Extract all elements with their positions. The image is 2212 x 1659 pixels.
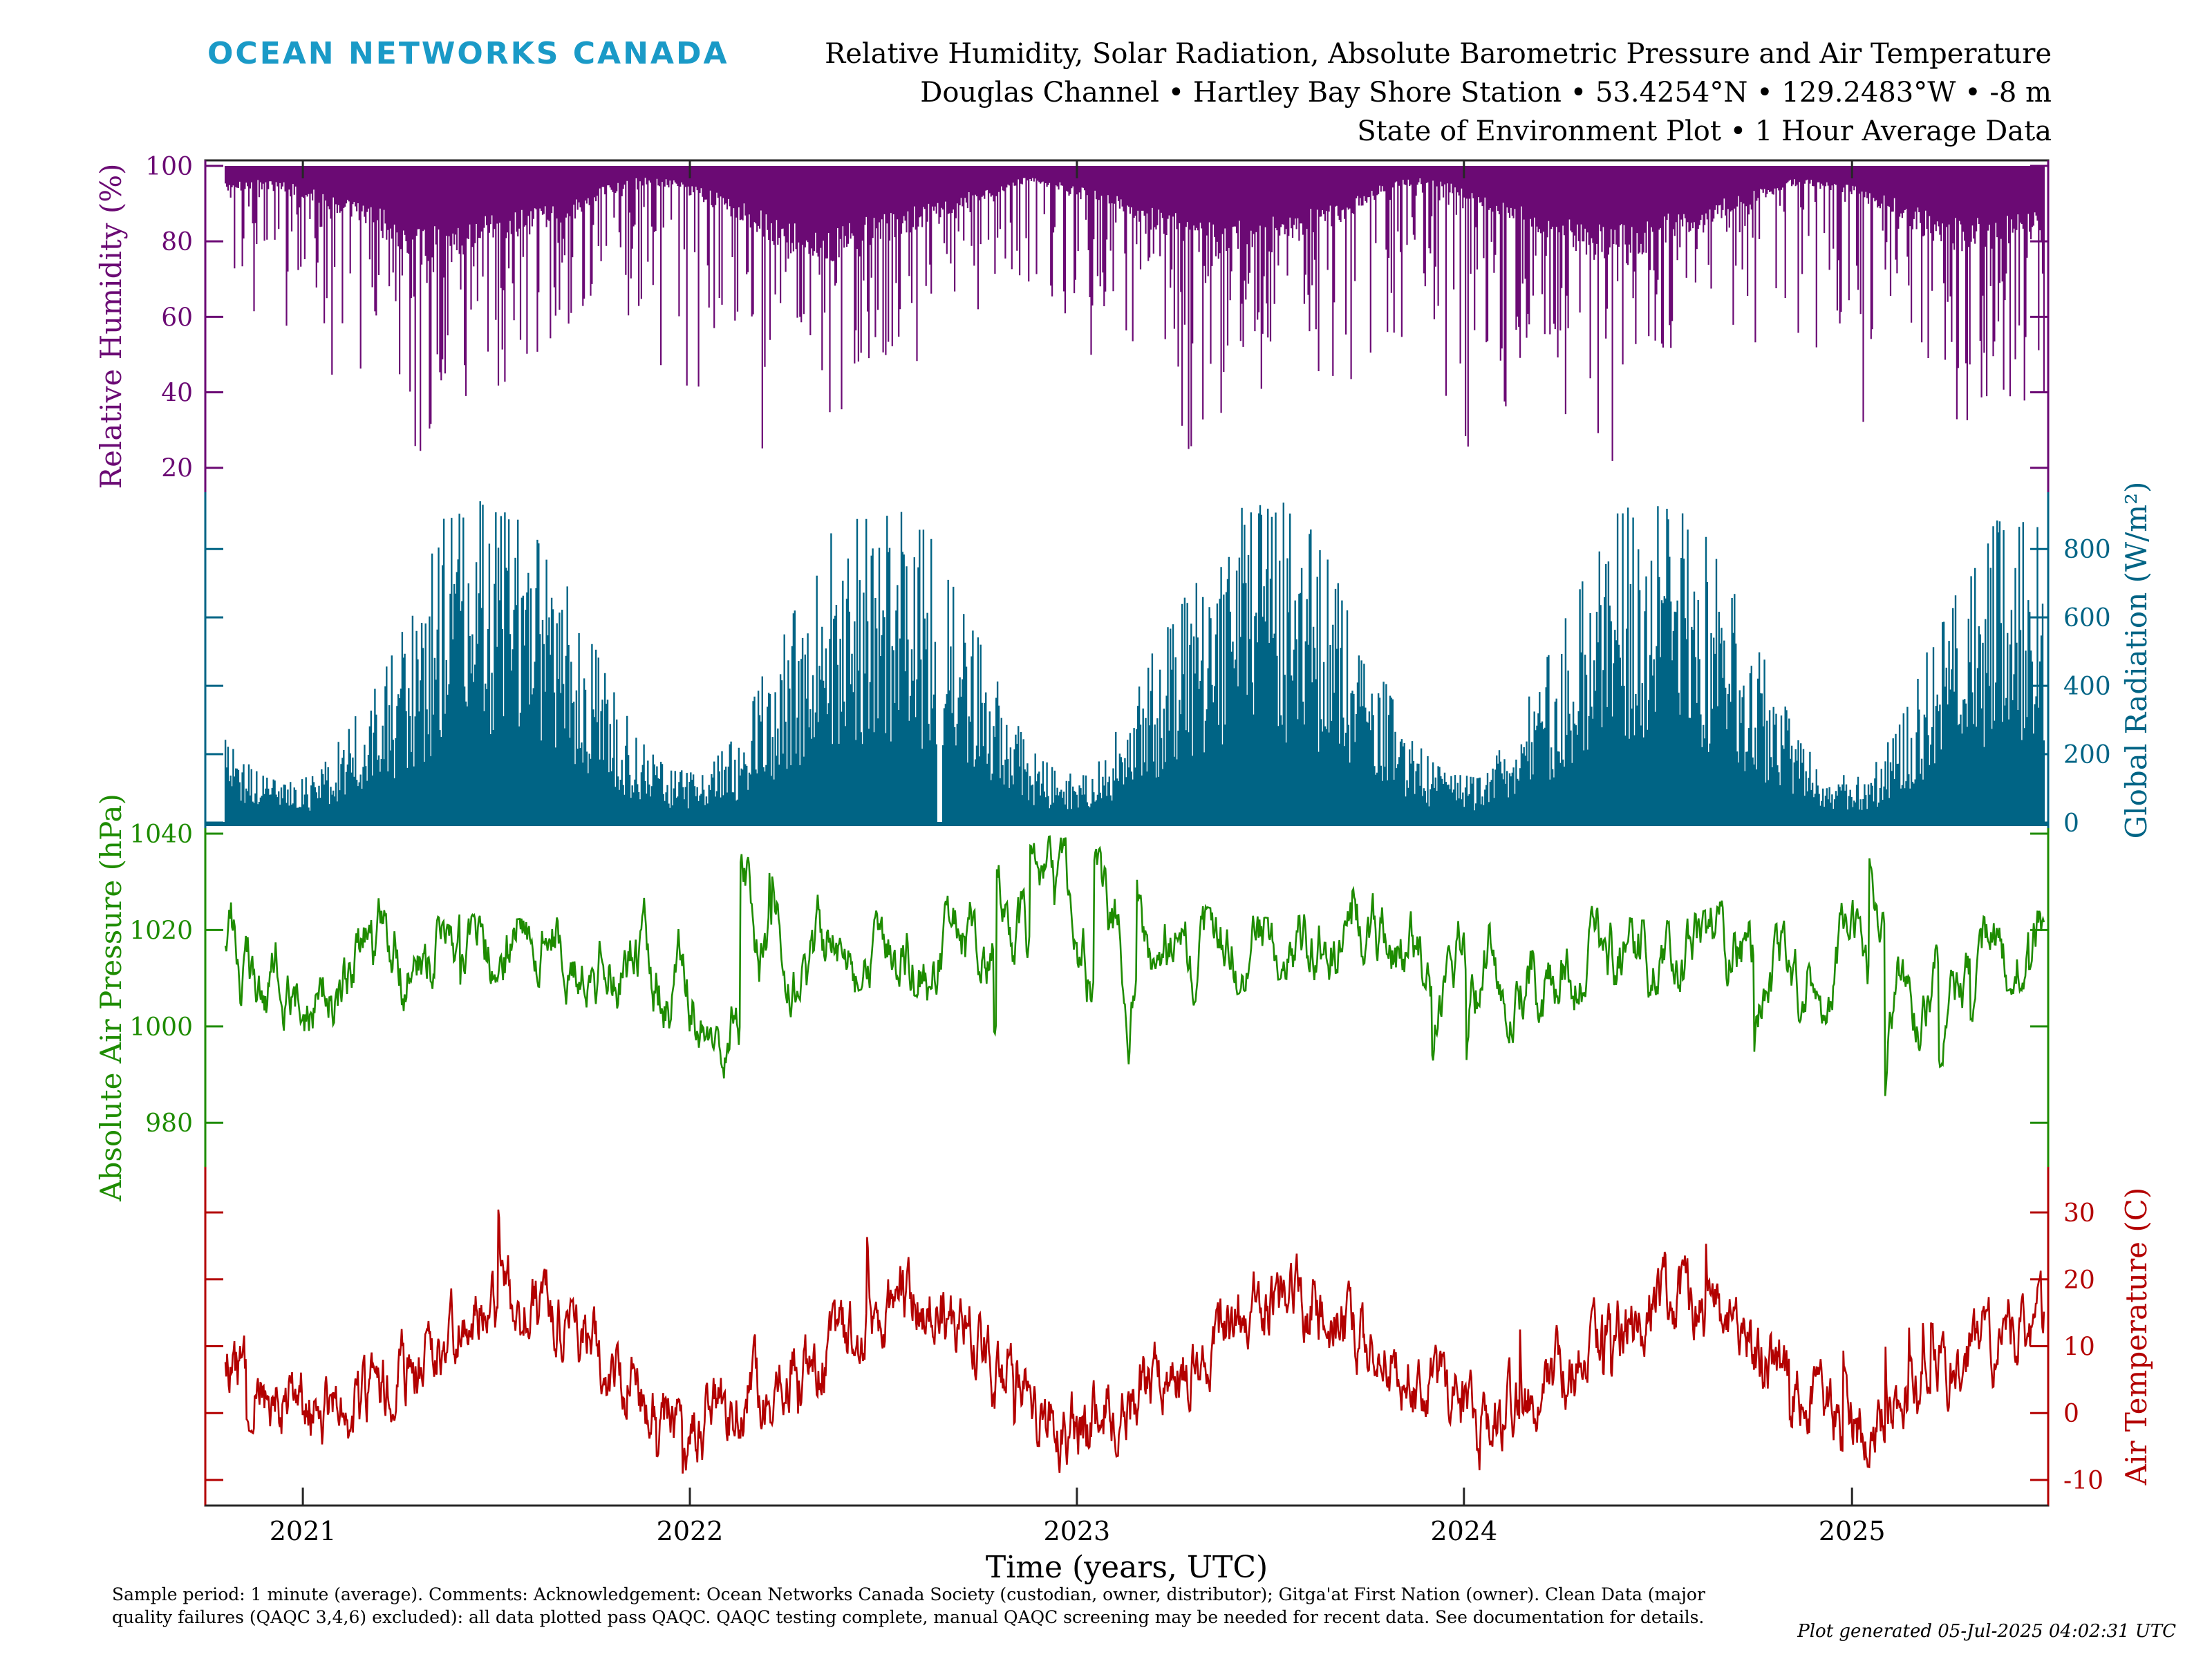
x-axis-label: Time (years, UTC) (986, 1550, 1268, 1585)
panel-relative-humidity (225, 166, 2045, 461)
temperature-series (224, 1209, 2045, 1474)
y-tick-label: 400 (2063, 673, 2111, 701)
radiation-series (224, 501, 2045, 823)
y-tick-label: 980 (145, 1109, 193, 1138)
x-tick-label: 2021 (270, 1516, 337, 1546)
y-axis-label: Relative Humidity (%) (94, 163, 128, 489)
y-tick-label: 40 (161, 379, 193, 408)
x-tick-label: 2025 (1819, 1516, 1886, 1546)
y-tick-label: 100 (145, 153, 193, 181)
y-tick-label: 200 (2063, 741, 2111, 769)
y-tick-label: 80 (161, 228, 193, 256)
footnote: Sample period: 1 minute (average). Comme… (112, 1584, 1705, 1627)
title-line-1: Relative Humidity, Solar Radiation, Abso… (825, 38, 2052, 70)
y-axis-1: 20 40 60 80 100 Relative Humidity (%) (94, 153, 2050, 492)
y-tick-label: 1020 (129, 917, 193, 945)
y-axis-2: 0 200 400 600 800 Global Radiation (W/m²) (204, 482, 2153, 839)
y-tick-label: 1000 (129, 1013, 193, 1042)
y-axis-label: Air Temperature (C) (2119, 1188, 2153, 1486)
y-tick-label: 20 (161, 455, 193, 483)
title-line-2: Douglas Channel • Hartley Bay Shore Stat… (920, 77, 2052, 109)
title-line-3: State of Environment Plot • 1 Hour Avera… (1357, 115, 2052, 147)
y-axis-label: Global Radiation (W/m²) (2119, 482, 2153, 839)
y-tick-label: 60 (161, 303, 193, 332)
x-axis: 2021 2022 2023 2024 2025 Time (years, UTC) (205, 160, 2048, 1585)
plot-frame (204, 159, 2050, 1507)
panel-global-radiation (205, 501, 2048, 826)
pressure-series (224, 835, 2045, 1096)
y-tick-label: 800 (2063, 536, 2111, 564)
brand-logo-text: OCEAN NETWORKS CANADA (207, 36, 729, 71)
humidity-series (225, 166, 2045, 461)
x-tick-label: 2024 (1430, 1516, 1497, 1546)
y-tick-label: 0 (2063, 809, 2079, 838)
y-tick-label: 20 (2063, 1266, 2095, 1295)
y-axis-label: Absolute Air Pressure (hPa) (94, 794, 128, 1202)
x-tick-label: 2022 (657, 1516, 724, 1546)
y-tick-label: 10 (2063, 1333, 2095, 1362)
y-tick-label: -10 (2063, 1467, 2103, 1495)
y-tick-label: 600 (2063, 604, 2111, 632)
x-tick-label: 2023 (1044, 1516, 1111, 1546)
y-tick-label: 1040 (129, 821, 193, 849)
panel-air-temperature (224, 1209, 2045, 1474)
y-tick-label: 30 (2063, 1199, 2095, 1228)
y-axis-4: -10 0 10 20 30 Air Temperature (C) (204, 1167, 2153, 1506)
y-tick-label: 0 (2063, 1400, 2079, 1428)
generated-timestamp: Plot generated 05-Jul-2025 04:02:31 UTC (1797, 1621, 2176, 1642)
panel-absolute-air-pressure (224, 835, 2045, 1096)
figure-titles: Relative Humidity, Solar Radiation, Abso… (825, 35, 2052, 151)
